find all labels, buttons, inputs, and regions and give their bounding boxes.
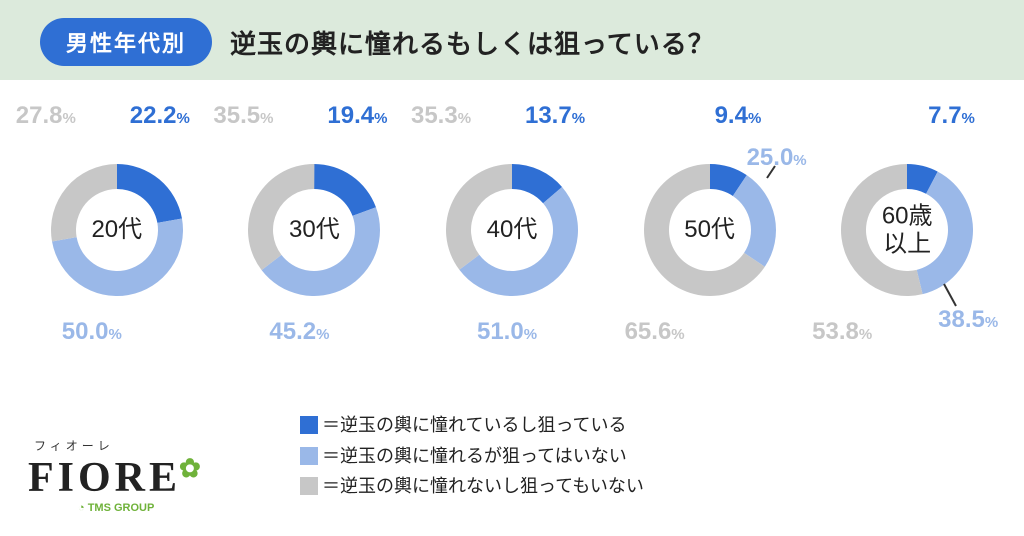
- legend: ＝逆玉の輿に憧れているし狙っている＝逆玉の輿に憧れるが狙ってはいない＝逆玉の輿に…: [300, 410, 644, 502]
- legend-swatch: [300, 447, 318, 465]
- donut-center-label: 30代: [289, 216, 340, 244]
- legend-item: ＝逆玉の輿に憧れないし狙ってもいない: [300, 471, 644, 502]
- percent-label: 13.7%: [525, 104, 585, 128]
- logo-sub: ◔ TMS GROUP: [78, 502, 208, 514]
- percent-label: 27.8%: [16, 104, 76, 128]
- percent-label: 53.8%: [812, 320, 872, 344]
- donut-center-label: 20代: [91, 216, 142, 244]
- donut-chart: 40代13.7%51.0%35.3%: [417, 110, 607, 350]
- donut-chart: 50代9.4%25.0%65.6%: [615, 110, 805, 350]
- legend-item: ＝逆玉の輿に憧れているし狙っている: [300, 410, 644, 441]
- legend-text: ＝逆玉の輿に憧れないし狙ってもいない: [322, 471, 644, 502]
- donut-segment: [732, 175, 775, 267]
- percent-label: 25.0%: [747, 146, 807, 170]
- charts-row: 20代22.2%50.0%27.8%30代19.4%45.2%35.5%40代1…: [0, 80, 1024, 360]
- legend-item: ＝逆玉の輿に憧れるが狙ってはいない: [300, 441, 644, 472]
- legend-text: ＝逆玉の輿に憧れているし狙っている: [322, 410, 627, 441]
- logo-main: FIORE ✿: [28, 454, 208, 502]
- logo-kana: フィオーレ: [34, 437, 208, 454]
- donut-center-label: 40代: [487, 216, 538, 244]
- brand-logo: フィオーレ FIORE ✿ ◔ TMS GROUP: [28, 437, 208, 514]
- donut-segment: [117, 164, 182, 223]
- sub-icon: ◔: [78, 502, 88, 514]
- donut-center-label: 50代: [684, 216, 735, 244]
- percent-label: 45.2%: [269, 320, 329, 344]
- logo-sub-text: TMS GROUP: [88, 502, 155, 514]
- percent-label: 50.0%: [62, 320, 122, 344]
- percent-label: 22.2%: [130, 104, 190, 128]
- donut-chart: 60歳 以上7.7%38.5%53.8%: [812, 110, 1002, 350]
- logo-text: FIORE: [28, 454, 181, 502]
- percent-label: 35.3%: [411, 104, 471, 128]
- legend-text: ＝逆玉の輿に憧れるが狙ってはいない: [322, 441, 627, 472]
- percent-label: 65.6%: [625, 320, 685, 344]
- donut-segment: [314, 164, 376, 216]
- header-bar: 男性年代別 逆玉の輿に憧れるもしくは狙っている？: [0, 0, 1024, 80]
- page-title: 逆玉の輿に憧れるもしくは狙っている？: [230, 24, 715, 61]
- percent-label: 51.0%: [477, 320, 537, 344]
- percent-label: 35.5%: [213, 104, 273, 128]
- percent-label: 7.7%: [928, 104, 975, 128]
- donut-center-label: 60歳 以上: [882, 202, 933, 257]
- legend-swatch: [300, 477, 318, 495]
- percent-label: 9.4%: [715, 104, 762, 128]
- donut-chart: 30代19.4%45.2%35.5%: [219, 110, 409, 350]
- donut-chart: 20代22.2%50.0%27.8%: [22, 110, 212, 350]
- percent-label: 19.4%: [327, 104, 387, 128]
- category-badge: 男性年代別: [40, 18, 212, 66]
- percent-label: 38.5%: [938, 308, 998, 332]
- clover-icon: ✿: [179, 454, 205, 484]
- legend-swatch: [300, 416, 318, 434]
